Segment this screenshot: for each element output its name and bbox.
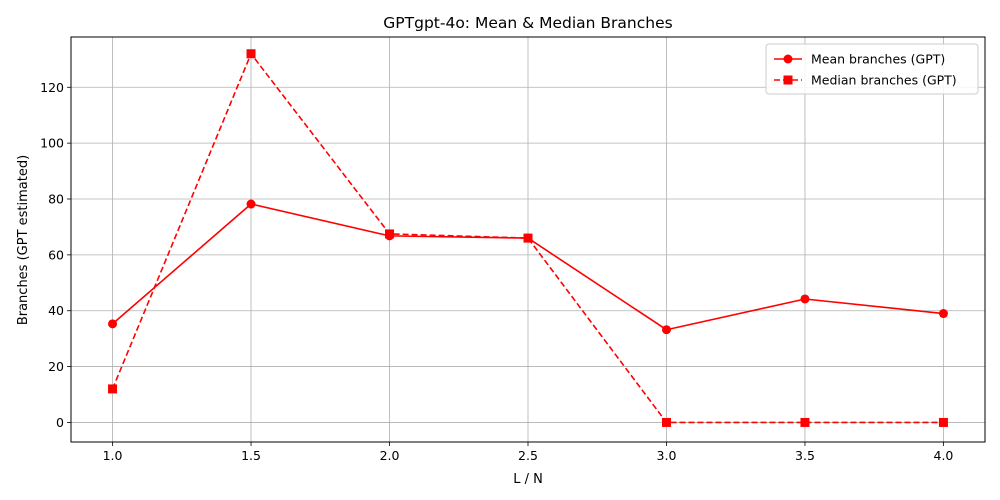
legend-entry: Mean branches (GPT) <box>774 52 945 67</box>
series-median <box>108 49 948 427</box>
data-point <box>800 294 810 304</box>
y-tick-label: 20 <box>48 359 64 374</box>
x-tick-label: 2.0 <box>380 448 400 463</box>
legend-label: Median branches (GPT) <box>811 73 957 88</box>
x-tick-label: 4.0 <box>934 448 954 463</box>
legend-box <box>765 43 979 95</box>
data-point <box>246 49 256 59</box>
data-point <box>661 325 671 335</box>
y-tick-label: 120 <box>40 80 64 95</box>
x-tick-label: 3.0 <box>657 448 677 463</box>
x-axis-label: L / N <box>513 472 543 487</box>
data-point <box>661 417 671 427</box>
legend-marker <box>783 54 793 64</box>
data-point <box>246 199 256 209</box>
legend-marker <box>783 75 793 85</box>
data-point <box>800 417 810 427</box>
x-tick-label: 3.5 <box>795 448 815 463</box>
data-point <box>108 319 118 329</box>
data-point <box>938 417 948 427</box>
legend-label: Mean branches (GPT) <box>811 52 945 67</box>
data-point <box>108 384 118 394</box>
x-tick-label: 1.5 <box>241 448 261 463</box>
y-tick-label: 0 <box>56 415 64 430</box>
y-tick-label: 100 <box>40 136 64 151</box>
data-point <box>385 229 395 239</box>
series-layer <box>108 49 948 427</box>
x-tick-label: 2.5 <box>518 448 538 463</box>
data-point <box>523 233 533 243</box>
legend-entry: Median branches (GPT) <box>774 73 957 88</box>
y-tick-label: 40 <box>48 303 64 318</box>
y-tick-label: 60 <box>48 247 64 262</box>
axis-ticks: 1.0 1.5 2.0 2.5 3.0 3.5 4.0 0 20 40 60 80 100 120 <box>40 80 953 463</box>
legend: Mean branches (GPT) Median branches (GPT) <box>765 43 979 95</box>
y-axis-label: Branches (GPT estimated) <box>16 155 31 325</box>
data-point <box>938 309 948 319</box>
y-tick-label: 80 <box>48 192 64 207</box>
chart-title: GPTgpt-4o: Mean & Median Branches <box>383 14 672 32</box>
x-tick-label: 1.0 <box>103 448 123 463</box>
